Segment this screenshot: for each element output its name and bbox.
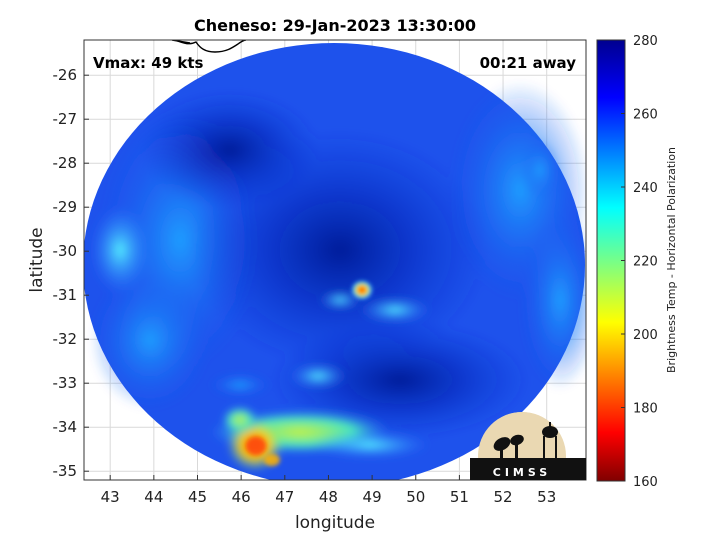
- colorbar-title: Brightness Temp - Horizontal Polarizatio…: [665, 147, 678, 373]
- x-tick-label: 51: [450, 488, 469, 506]
- x-tick-label: 49: [363, 488, 382, 506]
- x-tick-label: 43: [101, 488, 120, 506]
- colorbar-tick-label: 240: [633, 181, 658, 196]
- colorbar-tick-label: 180: [633, 402, 658, 417]
- colorbar-tick-label: 280: [633, 34, 658, 49]
- colorbar: 280 260 240 220 200 180 160 Brightness Temp - …: [596, 34, 678, 490]
- x-tick-label: 53: [537, 488, 556, 506]
- y-tick-label: -33: [53, 374, 78, 392]
- y-tick-label: -34: [53, 418, 78, 436]
- x-tick-label: 48: [319, 488, 338, 506]
- y-tick-label: -31: [53, 286, 78, 304]
- microwave-swath: [84, 40, 586, 480]
- y-tick-label: -30: [53, 242, 78, 260]
- figure-title: Cheneso: 29-Jan-2023 13:30:00: [194, 16, 476, 35]
- logo-text: CIMSS: [493, 466, 551, 479]
- time-offset-label: 00:21 away: [480, 54, 577, 72]
- y-tick-label: -29: [53, 198, 78, 216]
- storm-eye: [351, 280, 373, 300]
- colorbar-tick-label: 160: [633, 475, 658, 490]
- x-tick-label: 44: [144, 488, 163, 506]
- y-axis-title: latitude: [27, 227, 47, 292]
- vmax-label: Vmax: 49 kts: [93, 54, 203, 72]
- coastline: [174, 40, 247, 53]
- cimss-logo: CIMSS: [470, 412, 586, 480]
- y-tick-label: -28: [53, 154, 78, 172]
- colorbar-ticks: 280 260 240 220 200 180 160: [621, 34, 658, 490]
- y-axis-ticks: -26 -27 -28 -29 -30 -31 -32 -33 -34 -35: [53, 66, 89, 480]
- x-axis-ticks: 43 44 45 46 47 48 49 50 51 52 53: [101, 475, 556, 506]
- x-tick-label: 50: [406, 488, 425, 506]
- x-tick-label: 52: [494, 488, 513, 506]
- y-tick-label: -35: [53, 462, 78, 480]
- x-tick-label: 47: [275, 488, 294, 506]
- y-tick-label: -32: [53, 330, 78, 348]
- x-axis-title: longitude: [295, 513, 375, 533]
- y-tick-label: -26: [53, 66, 78, 84]
- x-tick-label: 45: [188, 488, 207, 506]
- y-tick-label: -27: [53, 110, 78, 128]
- colorbar-tick-label: 260: [633, 108, 658, 123]
- colorbar-gradient: [596, 39, 626, 482]
- x-tick-label: 46: [232, 488, 251, 506]
- colorbar-tick-label: 220: [633, 255, 658, 270]
- colorbar-tick-label: 200: [633, 328, 658, 343]
